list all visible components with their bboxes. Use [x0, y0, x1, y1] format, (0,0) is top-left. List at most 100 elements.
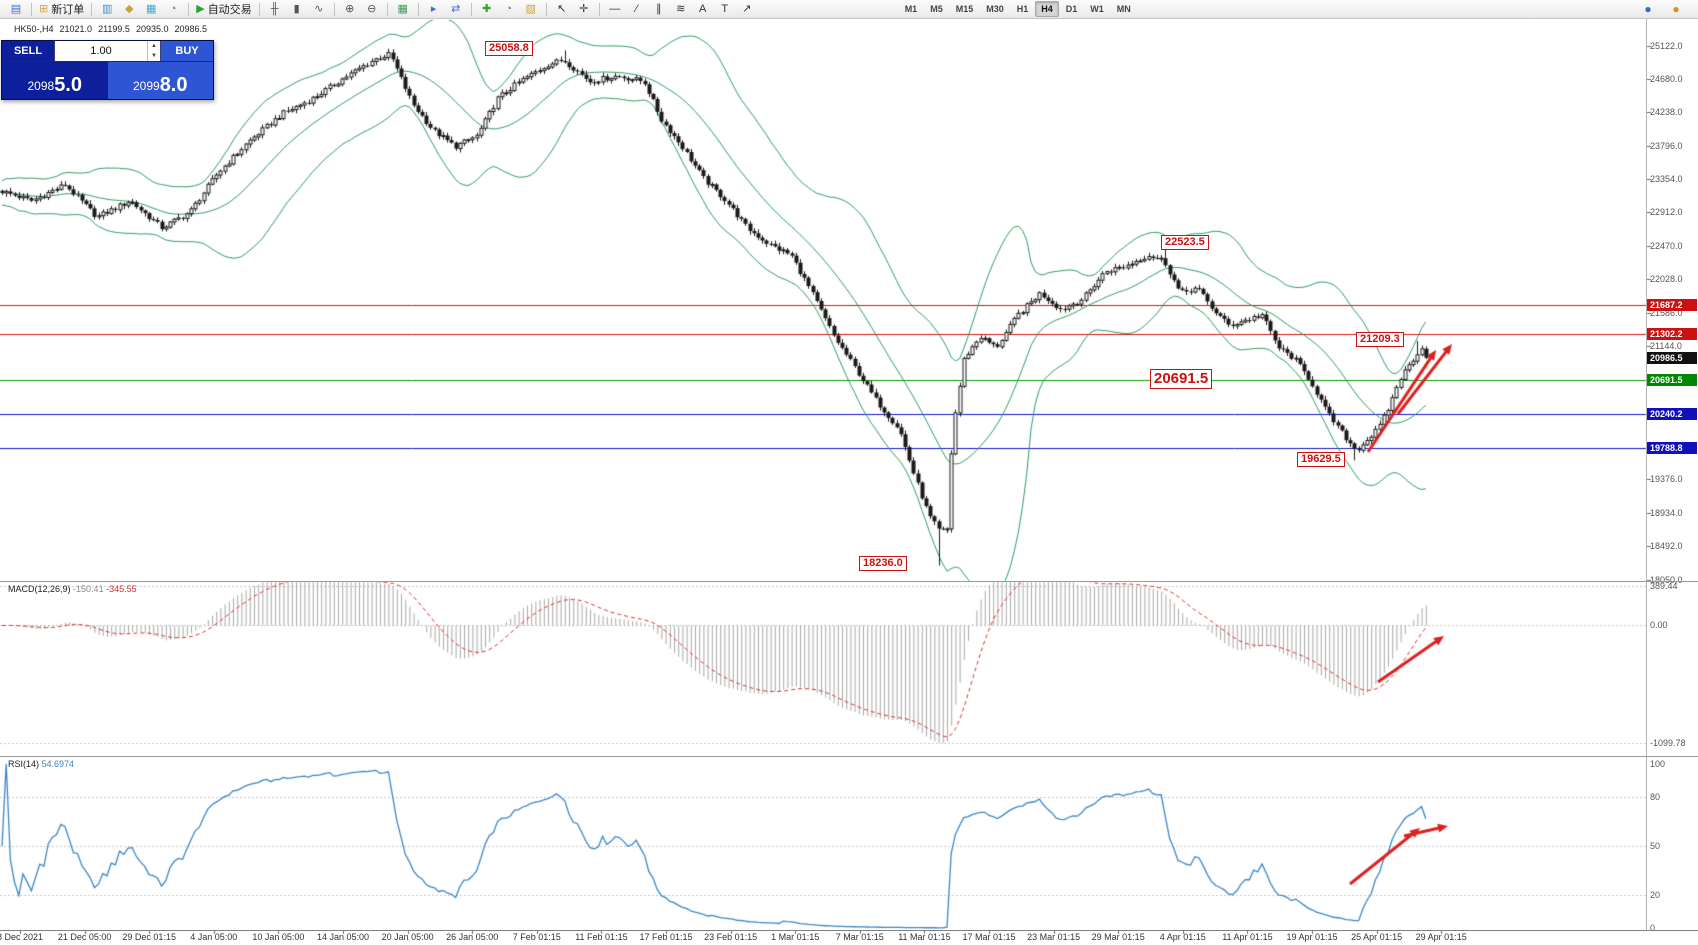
- price-axis-label: 24680.0: [1650, 73, 1683, 84]
- price-axis-label: 18492.0: [1650, 541, 1683, 552]
- buy-price[interactable]: 2099 8.0: [107, 62, 213, 99]
- community-status-icon[interactable]: ●: [1644, 2, 1652, 16]
- market-watch-icon: ▥: [102, 2, 113, 15]
- text-tool-icon[interactable]: A: [693, 1, 713, 18]
- periods-icon: ◔: [505, 2, 513, 15]
- toolbar-group-7: ▦: [391, 1, 415, 18]
- templates-icon[interactable]: ▧: [521, 1, 541, 18]
- line-chart-mode-icon[interactable]: ∿: [309, 1, 329, 18]
- panel-resize-handle[interactable]: [0, 756, 1698, 757]
- zoom-out-icon[interactable]: ⊖: [362, 1, 382, 18]
- sell-label: SELL: [13, 45, 43, 57]
- macd-signal-value: -345.55: [106, 584, 137, 594]
- time-axis-label: 29 Dec 01:15: [122, 932, 176, 942]
- volume-input[interactable]: 1.00 ▲ ▼: [54, 41, 161, 61]
- timeframe-w1[interactable]: W1: [1090, 4, 1104, 14]
- bar-chart-mode-icon[interactable]: ╫: [265, 1, 285, 18]
- auto-scroll-icon: ▸: [430, 2, 437, 15]
- cursor-icon[interactable]: ↖: [552, 1, 572, 18]
- time-axis-label: 7 Feb 01:15: [512, 932, 561, 942]
- time-axis[interactable]: 8 Dec 2021 21 Dec 05:00 29 Dec 01:15 4 Jan …: [0, 931, 1698, 945]
- volume-decrease-button[interactable]: ▼: [151, 53, 157, 59]
- cursor-icon: ↖: [557, 2, 567, 15]
- timeframe-m15[interactable]: M15: [955, 4, 974, 14]
- sell-button[interactable]: SELL: [2, 41, 54, 61]
- time-axis-label: 1 Mar 01:15: [771, 932, 820, 942]
- rsi-axis-label: 100: [1650, 759, 1666, 769]
- new-chart-icon: ▤: [10, 2, 22, 15]
- auto-scroll-icon[interactable]: ▸: [424, 1, 444, 18]
- label-tool-icon[interactable]: T: [715, 1, 735, 18]
- timeframe-m30[interactable]: M30: [986, 4, 1004, 14]
- navigator-icon[interactable]: ◆: [119, 1, 139, 18]
- price-callout[interactable]: 25058.8: [485, 41, 533, 56]
- macd-axis-label: 0.00: [1650, 620, 1668, 630]
- timeframe-h4[interactable]: H4: [1035, 1, 1059, 17]
- price-callout[interactable]: 19629.5: [1297, 452, 1345, 467]
- autotrade-button[interactable]: ▶ 自动交易: [194, 1, 253, 18]
- market-watch-icon[interactable]: ▥: [97, 1, 117, 18]
- toolbar-group-9: ✚ ◔ ▧: [475, 1, 543, 18]
- timeframe-m1[interactable]: M1: [904, 4, 918, 14]
- volume-increase-button[interactable]: ▲: [151, 43, 157, 49]
- volume-value[interactable]: 1.00: [90, 45, 112, 57]
- price-callout[interactable]: 22523.5: [1161, 235, 1209, 250]
- time-axis-label: 7 Mar 01:15: [835, 932, 884, 942]
- timeframe-h1[interactable]: H1: [1016, 4, 1029, 14]
- channel-tool-icon[interactable]: ∥: [649, 1, 669, 18]
- timeframe-m5[interactable]: M5: [930, 4, 943, 14]
- macd-label: MACD(12,26,9) -150.41 -345.55: [8, 584, 137, 594]
- toolbar-main-group: ▤ ⊞ 新订单 ▥ ◆ ▦ ◔ ▶ 自动交易 ╫ ▮ ∿ ⊕ ⊖ ▦ ▸ ⇄ ✚ ◔ ▧ ↖ ✛ — ∕ ∥ ≋ A T ↗: [4, 1, 759, 18]
- price-callout[interactable]: 18236.0: [859, 556, 907, 571]
- trendline-tool-icon[interactable]: ∕: [627, 1, 647, 18]
- sell-price[interactable]: 2098 5.0: [2, 62, 108, 99]
- notification-icon[interactable]: ●: [1672, 2, 1680, 16]
- zoom-in-icon[interactable]: ⊕: [340, 1, 360, 18]
- new-order-icon: ⊞: [39, 2, 49, 15]
- toolbar-separator: [333, 2, 335, 16]
- panel-resize-handle[interactable]: [0, 581, 1698, 582]
- fibonacci-tool-icon[interactable]: ≋: [671, 1, 691, 18]
- rsi-label: RSI(14) 54.6974: [8, 759, 74, 769]
- price-axis-label: 21144.0: [1650, 340, 1682, 351]
- buy-button[interactable]: BUY: [161, 41, 213, 61]
- toolbar-right-group: ● ●: [1638, 1, 1686, 18]
- price-axis-label: 22912.0: [1650, 207, 1683, 218]
- rsi-axis-label: 0: [1650, 923, 1656, 933]
- new-order-button[interactable]: ⊞ 新订单: [37, 1, 86, 18]
- price-axis[interactable]: 25122.0 24680.0 24238.0 23796.0 23354.0 22912…: [1647, 19, 1698, 933]
- time-axis-label: 25 Apr 01:15: [1351, 932, 1403, 942]
- time-axis-label: 29 Apr 01:15: [1415, 932, 1467, 942]
- arrows-tool-icon[interactable]: ↗: [737, 1, 757, 18]
- new-chart-icon[interactable]: ▤: [6, 1, 26, 18]
- periods-icon[interactable]: ◔: [499, 1, 519, 18]
- arrows-tool-icon: ↗: [742, 2, 752, 15]
- time-axis-label: 26 Jan 05:00: [446, 932, 499, 942]
- tile-windows-icon: ▦: [397, 2, 408, 15]
- buy-price-prefix: 2099: [132, 78, 160, 93]
- channel-tool-icon: ∥: [655, 2, 662, 15]
- timeframe-d1[interactable]: D1: [1065, 4, 1078, 14]
- candle-chart-mode-icon[interactable]: ▮: [287, 1, 307, 18]
- price-axis-box: 20240.2: [1647, 408, 1697, 421]
- hline-tool-icon[interactable]: —: [605, 1, 625, 18]
- price-callout[interactable]: 21209.3: [1356, 332, 1404, 347]
- chart-shift-icon[interactable]: ⇄: [446, 1, 466, 18]
- tile-windows-icon[interactable]: ▦: [393, 1, 413, 18]
- sell-price-digits: 5.0: [54, 74, 82, 96]
- time-axis-label: 20 Jan 05:00: [381, 932, 434, 942]
- price-axis-label: 24238.0: [1650, 107, 1683, 118]
- hline-tool-icon: —: [609, 2, 621, 15]
- data-window-icon[interactable]: ▦: [141, 1, 161, 18]
- price-axis-box: 19788.8: [1647, 442, 1697, 455]
- add-indicator-icon: ✚: [482, 2, 492, 15]
- terminal-icon[interactable]: ◔: [163, 1, 183, 18]
- text-tool-icon: A: [699, 2, 707, 15]
- crosshair-icon[interactable]: ✛: [574, 1, 594, 18]
- macd-value: -150.41: [73, 584, 104, 594]
- add-indicator-icon[interactable]: ✚: [477, 1, 497, 18]
- timeframe-mn[interactable]: MN: [1116, 4, 1131, 14]
- price-callout[interactable]: 20691.5: [1150, 369, 1213, 389]
